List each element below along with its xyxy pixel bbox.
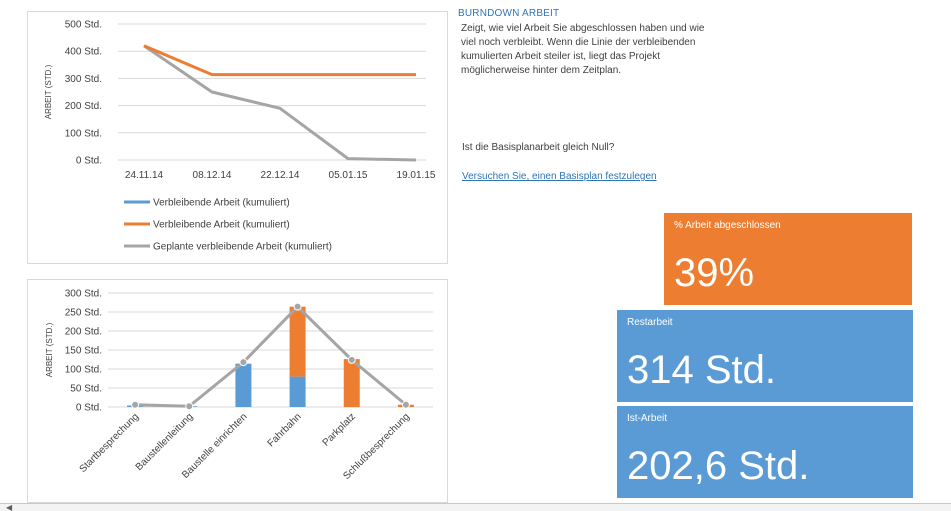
chart2-x-tick-label: Fahrbahn xyxy=(266,411,304,449)
actual-work-label: Ist-Arbeit xyxy=(627,413,668,424)
chart2-bar-segment-1 xyxy=(289,306,306,377)
remaining-work-tile[interactable]: Restarbeit 314 Std. xyxy=(617,310,913,402)
chart1-y-tick-label: 100 Std. xyxy=(65,128,102,139)
burndown-info: BURNDOWN ARBEIT Zeigt, wie viel Arbeit S… xyxy=(458,8,708,78)
percent-complete-label: % Arbeit abgeschlossen xyxy=(674,220,781,231)
chart2-x-tick-label: Parkplatz xyxy=(321,411,358,448)
chart2-line-point xyxy=(185,402,194,411)
chart2-bar-segment-1 xyxy=(343,359,360,407)
chart2-y-tick-label: 300 Std. xyxy=(65,289,102,300)
chart1-x-tick-label: 24.11.14 xyxy=(125,170,164,181)
burndown-chart[interactable]: 0 Std. 100 Std. 200 Std. 300 Std. 400 Std. 50… xyxy=(27,11,448,264)
chart1-y-tick-label: 500 Std. xyxy=(65,20,102,31)
chart2-line-point xyxy=(401,400,410,409)
percent-complete-tile[interactable]: % Arbeit abgeschlossen 39% xyxy=(664,213,912,305)
chart2-y-tick-label: 200 Std. xyxy=(65,327,102,338)
chart2-line xyxy=(135,305,407,408)
chart2-y-tick-label: 150 Std. xyxy=(65,346,102,357)
chart1-x-tick-label: 19.01.15 xyxy=(397,170,436,181)
chart2-x-tick-label: Startbesprechung xyxy=(78,411,142,475)
chart1-y-tick-label: 300 Std. xyxy=(65,74,102,85)
chart1-x-tick-label: 05.01.15 xyxy=(329,170,368,181)
chart2-line-point xyxy=(131,400,140,409)
chart2-y-axis-title: ARBEIT (STD.) xyxy=(45,322,54,377)
info-title: BURNDOWN ARBEIT xyxy=(458,8,560,19)
info-description: Zeigt, wie viel Arbeit Sie abgeschlossen… xyxy=(461,23,705,76)
chart2-line-point xyxy=(347,355,356,364)
burndown-chart-svg: 0 Std. 100 Std. 200 Std. 300 Std. 400 Std. 50… xyxy=(44,20,436,253)
task-work-chart[interactable]: 0 Std. 50 Std. 100 Std. 150 Std. 200 Std. 250… xyxy=(27,279,448,503)
chart1-x-tick-label: 22.12.14 xyxy=(261,170,300,181)
chart2-y-tick-label: 50 Std. xyxy=(70,384,102,395)
task-work-chart-svg: 0 Std. 50 Std. 100 Std. 150 Std. 200 Std. 250… xyxy=(45,289,433,482)
actual-work-value: 202,6 Std. xyxy=(627,444,810,488)
chart2-line-point xyxy=(293,302,302,311)
actual-work-tile[interactable]: Ist-Arbeit 202,6 Std. xyxy=(617,406,913,498)
chart2-bar-segment-0 xyxy=(289,376,306,407)
chart2-y-tick-label: 250 Std. xyxy=(65,308,102,319)
chart1-legend-label: Geplante verbleibende Arbeit (kumuliert) xyxy=(153,242,332,253)
remaining-work-label: Restarbeit xyxy=(627,317,673,328)
chart1-y-tick-label: 400 Std. xyxy=(65,47,102,58)
chart2-line-point xyxy=(239,358,248,367)
chart1-y-axis-title: ARBEIT (STD.) xyxy=(44,64,53,119)
chart2-y-tick-label: 0 Std. xyxy=(76,403,102,414)
set-baseline-link[interactable]: Versuchen Sie, einen Basisplan festzuleg… xyxy=(462,171,657,182)
scroll-left-icon[interactable]: ◀ xyxy=(6,503,13,511)
chart1-legend-label: Verbleibende Arbeit (kumuliert) xyxy=(153,198,290,209)
chart1-x-tick-label: 08.12.14 xyxy=(193,170,232,181)
baseline-question: Ist die Basisplanarbeit gleich Null? xyxy=(462,142,615,153)
remaining-work-value: 314 Std. xyxy=(627,348,777,392)
chart1-legend-label: Verbleibende Arbeit (kumuliert) xyxy=(153,220,290,231)
chart1-y-tick-label: 200 Std. xyxy=(65,101,102,112)
chart1-series-line-1 xyxy=(143,44,416,77)
chart1-series-line-2 xyxy=(143,44,417,162)
horizontal-scrollbar[interactable]: ◀ xyxy=(0,503,951,511)
chart2-y-tick-label: 100 Std. xyxy=(65,365,102,376)
percent-complete-value: 39% xyxy=(674,251,755,295)
chart2-x-tick-label: Baustellenleitung xyxy=(134,411,196,473)
chart2-bar-segment-0 xyxy=(235,363,252,407)
chart1-y-tick-label: 0 Std. xyxy=(76,156,102,167)
